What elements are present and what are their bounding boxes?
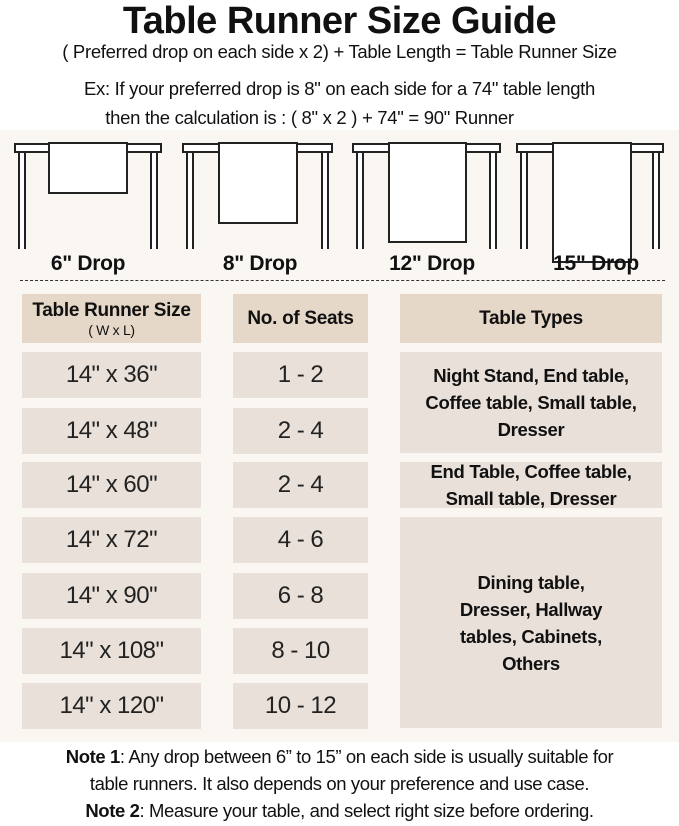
drop-label: 15" Drop xyxy=(553,252,639,275)
seats-cell: 2 - 4 xyxy=(233,462,368,508)
header-types: Table Types xyxy=(400,294,662,343)
drop-label: 6" Drop xyxy=(50,252,126,275)
type-group-text: Night Stand, End table, Coffee table, Sm… xyxy=(425,365,637,440)
header-types-label: Table Types xyxy=(479,307,583,329)
size-value: 14" x 48" xyxy=(65,417,158,444)
table-illustration-8 xyxy=(182,142,333,249)
seats-cell: 2 - 4 xyxy=(233,408,368,454)
type-group: Dining table, Dresser, Hallway tables, C… xyxy=(400,517,662,728)
seats-value: 8 - 10 xyxy=(271,637,330,664)
size-cell: 14" x 48" xyxy=(22,408,201,454)
size-cell: 14" x 36" xyxy=(22,352,201,398)
seats-cell: 4 - 6 xyxy=(233,517,368,563)
header-seats: No. of Seats xyxy=(233,294,368,343)
type-group: Night Stand, End table, Coffee table, Sm… xyxy=(400,352,662,453)
size-cell: 14" x 90" xyxy=(22,573,201,619)
size-value: 14" x 36" xyxy=(65,361,158,388)
size-cell: 14" x 108" xyxy=(22,628,201,674)
header-size-label: Table Runner Size xyxy=(32,299,191,321)
note-1: Note 1: Any drop between 6” to 15” on ea… xyxy=(65,746,614,767)
size-value: 14" x 108" xyxy=(59,637,164,664)
size-value: 14" x 120" xyxy=(59,692,164,719)
drop-label: 8" Drop xyxy=(222,252,298,275)
size-cell: 14" x 60" xyxy=(22,462,201,508)
header-seats-label: No. of Seats xyxy=(247,307,354,329)
size-value: 14" x 90" xyxy=(65,582,158,609)
note-1-cont: table runners. It also depends on your p… xyxy=(89,773,590,794)
seats-value: 2 - 4 xyxy=(277,417,324,444)
formula-text: ( Preferred drop on each side x 2) + Tab… xyxy=(62,41,617,62)
type-group: End Table, Coffee table, Small table, Dr… xyxy=(400,461,662,509)
size-value: 14" x 60" xyxy=(65,471,158,498)
seats-value: 4 - 6 xyxy=(277,526,324,553)
seats-cell: 8 - 10 xyxy=(233,628,368,674)
size-cell: 14" x 72" xyxy=(22,517,201,563)
seats-value: 1 - 2 xyxy=(277,361,324,388)
header-size-sub: ( W x L) xyxy=(88,321,135,338)
example-line-1: Ex: If your preferred drop is 8" on each… xyxy=(83,78,596,99)
type-group-text: Dining table, Dresser, Hallway tables, C… xyxy=(459,571,603,674)
size-cell: 14" x 120" xyxy=(22,683,201,729)
header-size: Table Runner Size ( W x L) xyxy=(22,294,201,343)
type-group-text: End Table, Coffee table, Small table, Dr… xyxy=(430,461,632,509)
seats-cell: 6 - 8 xyxy=(233,573,368,619)
table-illustration-6 xyxy=(14,142,162,249)
seats-value: 2 - 4 xyxy=(277,471,324,498)
seats-cell: 1 - 2 xyxy=(233,352,368,398)
drop-label: 12" Drop xyxy=(389,252,475,275)
table-illustration-12 xyxy=(352,142,501,249)
page-title: Table Runner Size Guide xyxy=(122,0,557,42)
size-value: 14" x 72" xyxy=(65,526,158,553)
seats-cell: 10 - 12 xyxy=(233,683,368,729)
note-2: Note 2: Measure your table, and select r… xyxy=(85,800,594,821)
example-line-2: then the calculation is : ( 8" x 2 ) + 7… xyxy=(105,107,514,128)
seats-value: 10 - 12 xyxy=(264,692,337,719)
seats-value: 6 - 8 xyxy=(277,582,324,609)
table-illustration-15 xyxy=(516,142,664,263)
dashed-divider xyxy=(20,280,665,281)
